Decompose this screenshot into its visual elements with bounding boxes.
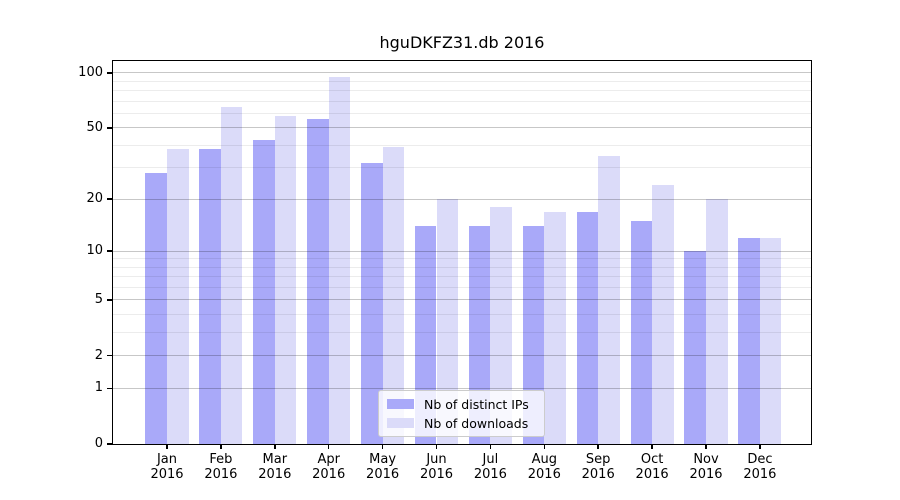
gridline bbox=[113, 387, 811, 389]
bar-downloads bbox=[544, 211, 566, 444]
bar-distinct-ips bbox=[522, 226, 545, 444]
x-tick-mark bbox=[543, 444, 546, 449]
x-tick-label: Sep 2016 bbox=[581, 452, 615, 482]
bar-distinct-ips bbox=[684, 251, 706, 444]
gridline bbox=[113, 112, 811, 114]
y-tick-label: 1 bbox=[94, 380, 103, 396]
legend-item-downloads: Nb of downloads bbox=[387, 416, 536, 431]
plot-area: Nb of distinct IPs Nb of downloads bbox=[113, 61, 811, 444]
y-tick-mark bbox=[107, 198, 113, 200]
gridline bbox=[113, 258, 811, 260]
x-tick-label: Jul 2016 bbox=[473, 452, 507, 482]
gridline bbox=[113, 355, 811, 357]
x-tick-label: Mar 2016 bbox=[258, 452, 292, 482]
bar-distinct-ips bbox=[145, 173, 167, 444]
bar-downloads bbox=[598, 155, 620, 444]
x-tick-mark bbox=[327, 444, 330, 449]
y-tick-label: 100 bbox=[78, 64, 103, 80]
x-tick-mark bbox=[651, 444, 653, 449]
x-tick-mark bbox=[220, 444, 222, 449]
x-tick-mark bbox=[435, 444, 438, 449]
gridline bbox=[113, 299, 811, 301]
x-tick-mark bbox=[381, 444, 384, 449]
bar-distinct-ips bbox=[630, 221, 653, 444]
y-tick-mark bbox=[107, 299, 113, 301]
gridline bbox=[113, 127, 811, 129]
gridline bbox=[113, 80, 811, 82]
gridline bbox=[113, 198, 811, 200]
bar-distinct-ips bbox=[199, 149, 221, 444]
y-tick-label: 10 bbox=[86, 243, 103, 259]
x-tick-mark bbox=[759, 444, 761, 449]
gridline bbox=[113, 167, 811, 169]
x-tick-label: Oct 2016 bbox=[635, 452, 669, 482]
gridline bbox=[113, 266, 811, 268]
bar-distinct-ips bbox=[361, 162, 383, 444]
x-tick-label: May 2016 bbox=[366, 452, 400, 482]
x-tick-mark bbox=[274, 444, 276, 449]
y-tick-mark bbox=[107, 72, 113, 74]
legend-label-downloads: Nb of downloads bbox=[424, 415, 529, 431]
y-tick-mark bbox=[107, 354, 113, 357]
x-tick-mark bbox=[166, 444, 168, 449]
bar-downloads bbox=[274, 116, 297, 444]
gridline bbox=[113, 250, 811, 252]
bar-distinct-ips bbox=[307, 118, 329, 444]
bar-distinct-ips bbox=[738, 237, 760, 444]
x-tick-mark bbox=[489, 444, 492, 449]
gridline bbox=[113, 144, 811, 146]
y-tick-label: 20 bbox=[86, 191, 103, 207]
bar-downloads bbox=[220, 107, 243, 444]
x-tick-label: Aug 2016 bbox=[527, 452, 561, 482]
x-tick-label: Feb 2016 bbox=[204, 452, 238, 482]
x-tick-label: Nov 2016 bbox=[689, 452, 723, 482]
bar-downloads bbox=[652, 185, 674, 444]
y-tick-mark bbox=[107, 443, 113, 445]
bar-distinct-ips bbox=[414, 226, 437, 444]
legend: Nb of distinct IPs Nb of downloads bbox=[378, 390, 545, 437]
grid-layer bbox=[113, 61, 811, 444]
gridline bbox=[113, 332, 811, 334]
bar-downloads bbox=[706, 199, 728, 444]
legend-item-distinct-ips: Nb of distinct IPs bbox=[387, 397, 536, 412]
chart-title: hguDKFZ31.db 2016 bbox=[379, 33, 545, 52]
y-tick-label: 5 bbox=[94, 291, 103, 307]
y-tick-label: 50 bbox=[86, 119, 103, 135]
x-tick-mark bbox=[705, 444, 707, 449]
bar-downloads bbox=[328, 76, 351, 444]
gridline bbox=[113, 72, 811, 74]
legend-swatch-downloads bbox=[387, 418, 414, 428]
x-tick-mark bbox=[597, 444, 599, 449]
legend-swatch-distinct-ips bbox=[387, 399, 414, 409]
bar-downloads bbox=[490, 207, 512, 444]
legend-label-distinct-ips: Nb of distinct IPs bbox=[424, 396, 529, 412]
y-tick-mark bbox=[107, 250, 113, 252]
y-tick-mark bbox=[107, 127, 113, 129]
x-tick-label: Apr 2016 bbox=[312, 452, 346, 482]
y-tick-label: 0 bbox=[94, 436, 103, 451]
gridline bbox=[113, 287, 811, 288]
x-tick-label: Dec 2016 bbox=[743, 452, 777, 482]
bar-distinct-ips bbox=[576, 211, 599, 444]
bar-downloads bbox=[382, 147, 405, 444]
gridline bbox=[113, 90, 811, 92]
x-tick-label: Jun 2016 bbox=[419, 452, 454, 482]
x-tick-label: Jan 2016 bbox=[150, 452, 184, 482]
bars-layer bbox=[113, 61, 811, 444]
y-tick-mark bbox=[107, 387, 113, 389]
y-tick-label: 2 bbox=[94, 347, 103, 363]
bar-downloads bbox=[436, 199, 459, 444]
bar-distinct-ips bbox=[253, 139, 275, 444]
bar-distinct-ips bbox=[468, 226, 491, 444]
gridline bbox=[113, 276, 811, 278]
bar-downloads bbox=[167, 149, 189, 444]
gridline bbox=[113, 314, 811, 316]
gridline bbox=[113, 100, 811, 102]
bar-downloads bbox=[759, 237, 782, 444]
